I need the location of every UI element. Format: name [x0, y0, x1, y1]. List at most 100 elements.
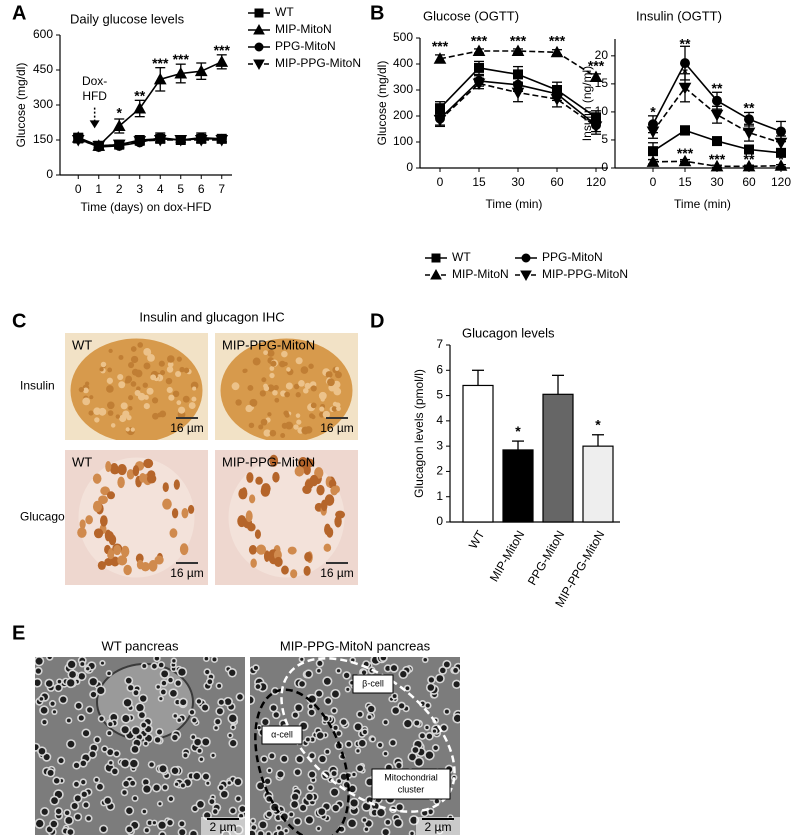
- granule: [202, 704, 209, 711]
- granule: [346, 687, 350, 691]
- x-tick-label: 15: [472, 175, 486, 189]
- alpha-cell: [92, 500, 102, 513]
- cell: [293, 383, 300, 390]
- micrograph: [65, 333, 208, 440]
- granule: [261, 756, 267, 762]
- cell: [273, 384, 279, 391]
- x-tick-label: WT: [466, 528, 488, 552]
- cell: [252, 357, 261, 366]
- granule: [412, 747, 419, 753]
- alpha-cell: [77, 527, 87, 538]
- granule: [267, 768, 272, 773]
- granule: [266, 832, 271, 835]
- point: [710, 109, 724, 122]
- granule: [152, 821, 156, 825]
- alpha-cell: [147, 470, 156, 480]
- x-tick-label: MIP-MitoN: [487, 528, 527, 584]
- y-tick-label: 600: [33, 27, 53, 41]
- granule: [94, 778, 99, 782]
- granule: [215, 719, 221, 725]
- annotation: ***: [588, 57, 605, 73]
- granule: [131, 746, 139, 753]
- alpha-cell: [104, 557, 114, 567]
- alpha-cell: [181, 508, 189, 519]
- callout-box: [261, 725, 303, 745]
- arrow-head: [89, 120, 100, 129]
- granule: [305, 670, 312, 677]
- granule: [332, 690, 339, 698]
- cell: [175, 370, 182, 378]
- alpha-cell: [98, 495, 108, 505]
- cell: [146, 387, 154, 395]
- granule: [323, 677, 331, 685]
- alpha-cell: [110, 462, 119, 475]
- cell: [281, 350, 288, 358]
- granule: [66, 718, 71, 723]
- chart-title: Glucose (OGTT): [423, 8, 519, 23]
- panel-label: C: [12, 310, 26, 332]
- alpha-cell: [334, 515, 342, 528]
- granule: [218, 699, 224, 705]
- image-label: MIP-PPG-MitoN: [222, 337, 315, 352]
- granule: [136, 704, 144, 712]
- cell: [158, 360, 165, 367]
- cell: [159, 369, 166, 376]
- granule: [199, 757, 204, 761]
- granule: [427, 684, 435, 691]
- granule: [159, 765, 167, 773]
- granule: [168, 677, 173, 683]
- annotation: ***: [173, 51, 190, 67]
- callout-box: [371, 768, 451, 800]
- granule: [87, 707, 93, 713]
- x-axis-label: Time (min): [486, 197, 543, 211]
- cell: [151, 397, 159, 404]
- granule: [264, 778, 271, 784]
- cell: [267, 384, 275, 392]
- granule: [336, 669, 341, 673]
- point: [215, 55, 229, 67]
- row-label: Insulin: [20, 379, 55, 393]
- cell: [269, 366, 275, 371]
- annotation: HFD: [82, 89, 107, 103]
- granule: [209, 799, 215, 804]
- point: [133, 136, 147, 148]
- granule: [192, 806, 198, 812]
- alpha-cell: [246, 472, 254, 483]
- granule: [419, 733, 425, 739]
- granule: [316, 732, 324, 739]
- point: [513, 69, 523, 80]
- alpha-cell: [148, 559, 158, 572]
- annotation: ***: [709, 151, 726, 167]
- granule: [143, 779, 149, 785]
- granule: [348, 819, 356, 828]
- cell: [298, 380, 305, 387]
- cell: [279, 360, 286, 368]
- point: [648, 146, 658, 157]
- granule: [229, 669, 236, 676]
- granule: [299, 681, 305, 687]
- granule: [128, 685, 134, 691]
- em-title: MIP-PPG-MitoN pancreas: [280, 638, 431, 653]
- annotation: ***: [471, 33, 488, 49]
- cell: [263, 429, 271, 437]
- granule: [35, 668, 42, 674]
- x-tick-label: 6: [198, 182, 205, 196]
- granule: [47, 657, 52, 660]
- cell: [320, 397, 325, 402]
- granule: [94, 737, 100, 743]
- granule: [236, 796, 241, 801]
- point: [174, 135, 188, 147]
- y-tick-label: 10: [595, 104, 609, 118]
- alpha-cell: [255, 476, 263, 485]
- granule: [154, 737, 161, 743]
- scale-box: [201, 817, 245, 835]
- granule: [270, 705, 277, 711]
- granule: [178, 668, 186, 676]
- granule: [126, 807, 133, 814]
- cell: [263, 385, 270, 391]
- cell: [99, 367, 104, 372]
- alpha-cell: [245, 510, 253, 523]
- x-tick-label: PPG-MitoN: [525, 528, 567, 588]
- alpha-cell: [117, 476, 125, 489]
- alpha-cell: [298, 456, 309, 469]
